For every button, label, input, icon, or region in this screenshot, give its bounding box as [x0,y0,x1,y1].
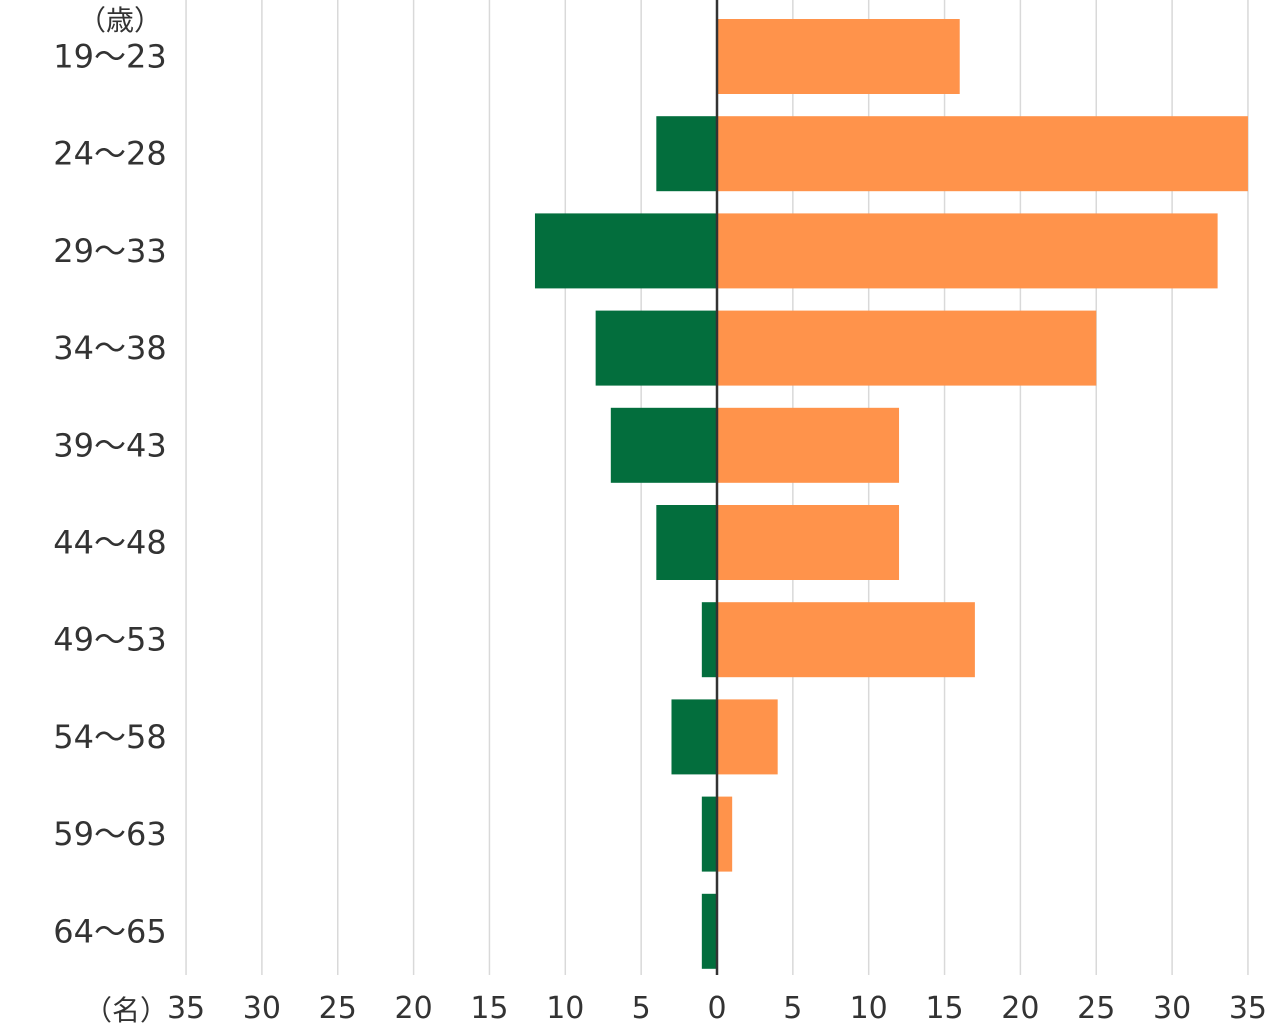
bar-right-7 [717,699,778,775]
x-tick-label: 35 [1229,991,1267,1024]
bar-left-4 [610,407,717,483]
x-tick-label: 0 [707,991,726,1024]
bar-left-5 [656,505,717,580]
bar-left-6 [701,602,717,678]
bar-left-1 [656,116,717,192]
x-tick-labels: 35 30 25 20 15 10 5 0 5 10 15 20 25 30 35 [167,991,1267,1024]
category-label: 64〜65 [53,912,166,950]
bar-right-3 [717,310,1097,386]
x-tick-label: 25 [319,991,357,1024]
category-label: 34〜38 [53,329,166,367]
bar-right-2 [717,213,1218,289]
x-tick-label: 25 [1077,991,1115,1024]
x-tick-label: 30 [243,991,281,1024]
x-tick-label: 30 [1153,991,1191,1024]
category-label: 54〜58 [53,718,166,756]
x-tick-label: 20 [1001,991,1039,1024]
bar-right-8 [717,796,733,872]
x-tick-label: 15 [925,991,963,1024]
category-label: 19〜23 [53,38,166,76]
bar-left-3 [595,310,717,386]
x-tick-label: 10 [850,991,888,1024]
bars [534,19,1248,969]
bar-right-5 [717,505,900,580]
bar-left-8 [701,796,717,872]
bar-right-4 [717,407,900,483]
category-label: 39〜43 [53,426,166,464]
x-unit-label: （名） [84,994,168,1024]
category-label: 59〜63 [53,815,166,853]
x-tick-label: 5 [783,991,802,1024]
category-label: 29〜33 [53,232,166,270]
y-unit-label: （歳） [78,4,162,37]
bar-right-1 [717,116,1248,192]
x-tick-label: 5 [632,991,651,1024]
x-tick-label: 10 [546,991,584,1024]
category-label: 44〜48 [53,524,166,562]
bar-left-2 [534,213,717,289]
x-tick-label: 35 [167,991,205,1024]
category-labels: 19〜23 24〜28 29〜33 34〜38 39〜43 44〜48 49〜53 54〜58… [53,38,166,951]
bar-left-7 [671,699,717,775]
x-tick-label: 20 [395,991,433,1024]
bar-right-6 [717,602,975,678]
category-label: 49〜53 [53,621,166,659]
category-label: 24〜28 [53,135,166,173]
x-tick-label: 15 [470,991,508,1024]
bar-right-0 [717,19,960,94]
bar-left-9 [701,893,717,969]
